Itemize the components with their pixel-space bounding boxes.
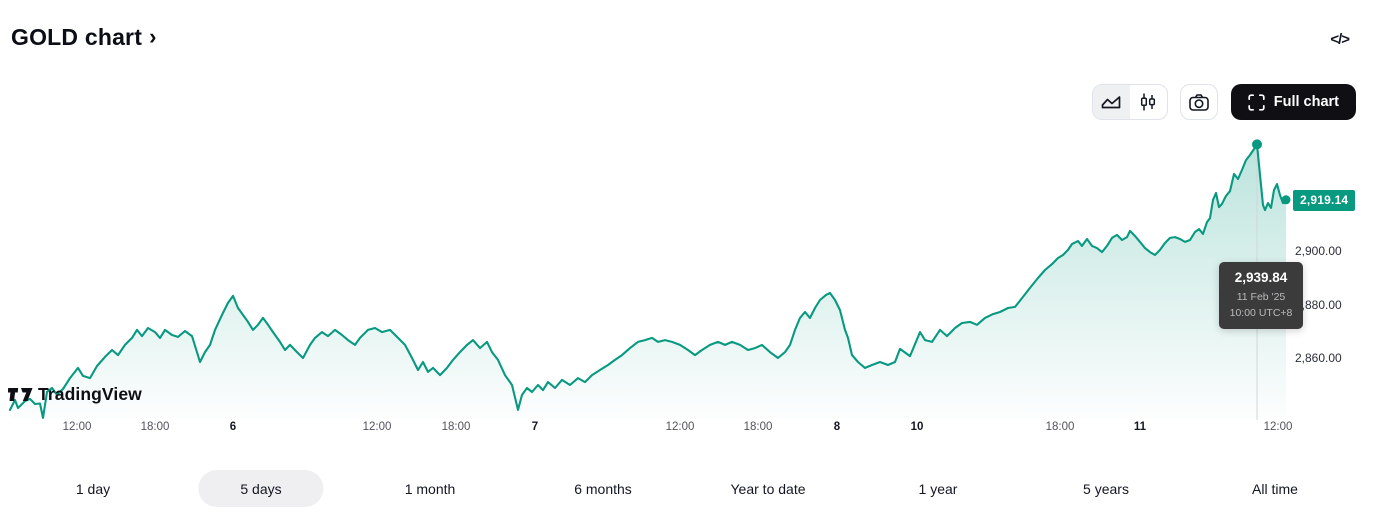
price-scale-label: 2,900.00 (1295, 244, 1342, 258)
range-button-all-time[interactable]: All time (1210, 470, 1340, 507)
range-button-year-to-date[interactable]: Year to date (689, 470, 848, 507)
candlestick-icon (1141, 93, 1156, 111)
time-scale-label: 7 (531, 421, 539, 433)
full-chart-label: Full chart (1273, 94, 1339, 110)
area-fill (10, 144, 1286, 418)
time-scale-label: 12:00 (362, 421, 392, 433)
tradingview-logo[interactable]: TradingView (8, 384, 142, 405)
tooltip-date: 11 Feb '25 (1236, 291, 1286, 303)
area-chart-icon (1101, 95, 1121, 108)
camera-icon (1188, 93, 1209, 111)
time-scale-label: 12:00 (1263, 421, 1293, 433)
last-price-marker (1281, 195, 1291, 205)
fullscreen-icon (1248, 93, 1265, 111)
full-chart-button[interactable]: Full chart (1230, 84, 1356, 120)
time-scale-label: 12:00 (665, 421, 695, 433)
tradingview-logo-icon (8, 388, 33, 401)
price-scale-label: 2,880.00 (1295, 297, 1342, 312)
time-scale-label: 18:00 (1045, 421, 1075, 433)
range-button-1-year[interactable]: 1 year (877, 470, 1000, 507)
tooltip-price: 2,939.84 (1234, 270, 1288, 285)
range-button-5-days[interactable]: 5 days (198, 470, 324, 507)
price-line (8, 143, 1288, 419)
price-scale-label: 2,860.00 (1295, 351, 1342, 365)
area-chart-button[interactable] (1092, 85, 1130, 119)
tooltip-time: 10:00 UTC+8 (1229, 306, 1293, 319)
time-scale-label: 8 (833, 421, 841, 433)
time-scale-label: 18:00 (743, 421, 773, 433)
embed-code-icon[interactable]: </> (1330, 31, 1350, 48)
chart-toolbar: Full chart (1091, 84, 1356, 120)
candlestick-chart-button[interactable] (1130, 85, 1167, 119)
chart-title-text: GOLD chart (11, 24, 143, 50)
range-button-5-years[interactable]: 5 years (1041, 470, 1171, 507)
time-scale-label: 10 (910, 421, 924, 433)
time-scale-label: 11 (1133, 421, 1147, 433)
snapshot-camera-button[interactable] (1179, 84, 1218, 120)
tradingview-logo-text: TradingView (38, 384, 142, 404)
crosshair-tooltip: 2,939.84 11 Feb '25 10:00 UTC+8 (1219, 262, 1303, 329)
crosshair-point-marker (1252, 139, 1262, 150)
chevron-right-icon: › (149, 23, 157, 49)
range-button-1-month[interactable]: 1 month (363, 470, 498, 507)
time-scale-label: 12:00 (62, 421, 92, 433)
time-scale-label: 6 (229, 421, 237, 433)
time-scale-label: 18:00 (441, 421, 471, 433)
time-scale-label: 18:00 (140, 421, 170, 433)
range-button-1-day[interactable]: 1 day (34, 470, 152, 507)
range-button-6-months[interactable]: 6 months (532, 470, 674, 507)
page-title[interactable]: GOLD chart › (11, 24, 156, 51)
chart-type-toggle (1091, 84, 1168, 120)
last-price-badge: 2,919.14 (1293, 190, 1356, 211)
